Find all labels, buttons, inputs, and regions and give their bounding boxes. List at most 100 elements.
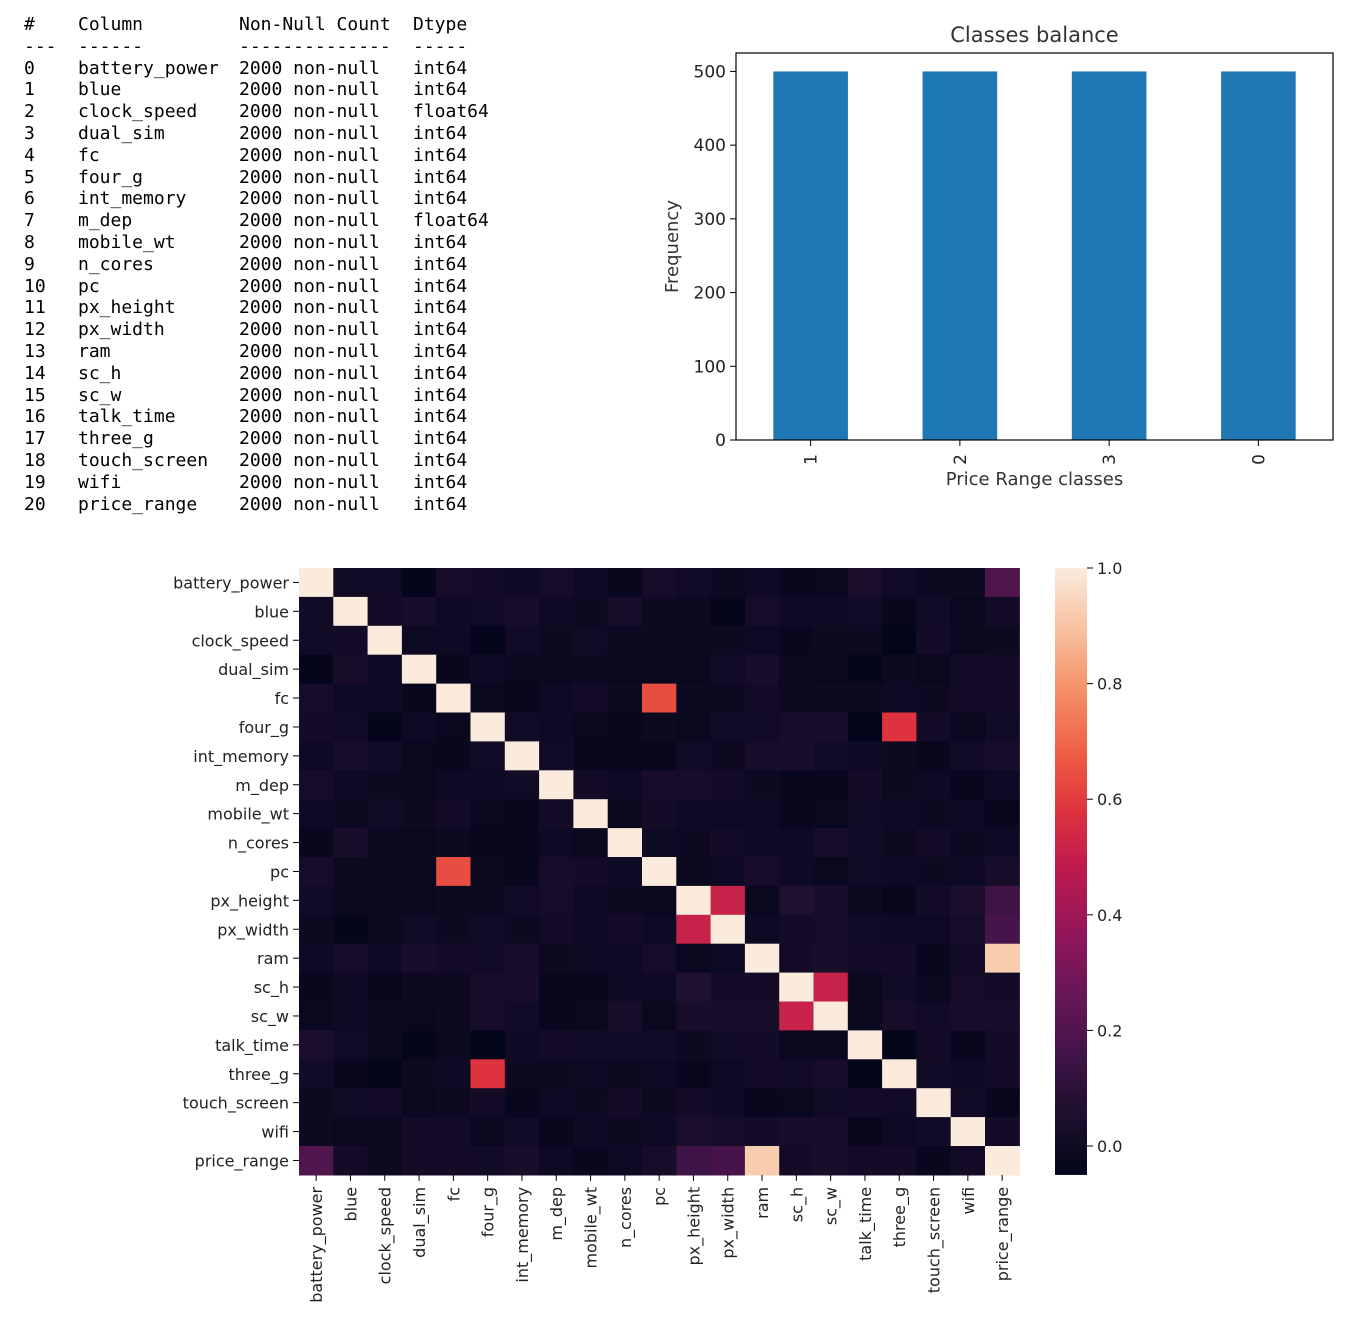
heatmap-cell: [744, 654, 780, 685]
correlation-heatmap: battery_powerbattery_powerblueblueclock_…: [173, 559, 1122, 1303]
heatmap-cell: [299, 1117, 334, 1147]
heatmap-cell: [779, 1030, 815, 1060]
heatmap-cell: [607, 828, 643, 858]
heatmap-cell: [470, 799, 506, 829]
y-tick-label: 0: [715, 431, 726, 451]
cell-idx: 12: [24, 319, 46, 341]
heatmap-cell: [504, 625, 540, 656]
heatmap-cell: [401, 1146, 437, 1176]
heatmap-cell: [401, 712, 437, 742]
heatmap-cell: [333, 1059, 369, 1089]
heatmap-cell: [950, 885, 986, 916]
heatmap-cell: [470, 914, 506, 945]
heatmap-cell: [985, 1030, 1020, 1060]
heatmap-cell: [470, 943, 506, 974]
heatmap-cell: [504, 1059, 540, 1089]
heatmap-cell: [470, 1088, 506, 1118]
heatmap-cell: [504, 943, 540, 974]
heatmap-cell: [470, 1030, 506, 1060]
heatmap-cell: [333, 914, 369, 945]
heatmap-cell: [299, 770, 334, 800]
y-tick-label: 300: [694, 210, 726, 230]
heatmap-cell: [710, 914, 746, 945]
cell-column: ------: [78, 35, 144, 57]
y-tick-label: 100: [694, 357, 726, 377]
heatmap-cell: [847, 625, 883, 656]
heatmap-cell: [779, 712, 815, 742]
heatmap-cell: [436, 828, 472, 858]
plot-frame: [735, 52, 1334, 441]
heatmap-cell: [333, 1030, 369, 1060]
heatmap-cell: [744, 1001, 780, 1031]
heatmap-cell: [916, 1146, 952, 1176]
cell-idx: 10: [24, 275, 46, 297]
heatmap-cell: [710, 741, 746, 771]
heatmap-cell: [470, 885, 506, 916]
heatmap-cell: [676, 1001, 712, 1031]
heatmap-cell: [607, 1001, 643, 1031]
heatmap-cell: [539, 1059, 574, 1089]
heatmap-cell: [744, 1117, 780, 1147]
heatmap-cell: [299, 799, 334, 829]
heatmap-cell: [539, 568, 574, 598]
heatmap-cell: [299, 568, 334, 598]
x-tick-label: 1: [802, 454, 822, 465]
heatmap-cell: [985, 857, 1020, 887]
heatmap-cell: [539, 857, 574, 887]
heatmap-cell: [573, 1117, 609, 1147]
cell-column: price_range: [78, 493, 198, 515]
cell-idx: 9: [24, 253, 35, 275]
cell-non-null: 2000 non-null: [239, 428, 380, 450]
heatmap-cell: [539, 683, 574, 714]
y-tick-label: ram: [257, 949, 289, 968]
heatmap-cell: [985, 914, 1020, 945]
heatmap-cell: [882, 1088, 917, 1118]
heatmap-cell: [539, 596, 574, 627]
heatmap-cell: [470, 596, 506, 627]
heatmap-cell: [847, 770, 883, 800]
heatmap-cell: [573, 799, 609, 829]
heatmap-cell: [299, 943, 334, 974]
heatmap-cell: [401, 770, 437, 800]
heatmap-cell: [916, 1117, 952, 1147]
classes-balance-bar-chart: Classes balance 0 100 200 300 400 500 1 2 3 0 Price…: [662, 23, 1334, 490]
heatmap-cell: [299, 1059, 334, 1089]
heatmap-cell: [573, 1088, 609, 1118]
cell-non-null: 2000 non-null: [239, 362, 380, 384]
heatmap-cell: [916, 568, 952, 598]
heatmap-cell: [779, 1059, 815, 1089]
heatmap-cell: [401, 568, 437, 598]
cell-column: ram: [78, 340, 111, 362]
heatmap-cell: [470, 1117, 506, 1147]
heatmap-cell: [985, 741, 1020, 771]
heatmap-cell: [504, 683, 540, 714]
cell-dtype: int64: [413, 340, 468, 362]
heatmap-cell: [642, 914, 677, 945]
heatmap-cell: [779, 1146, 815, 1176]
heatmap-cell: [470, 625, 506, 656]
colorbar-tick-label: 0.2: [1097, 1021, 1122, 1040]
heatmap-cell: [333, 683, 369, 714]
heatmap-cell: [676, 741, 712, 771]
heatmap-cell: [950, 654, 986, 685]
x-tick-label: 0: [1249, 454, 1269, 465]
cell-idx: 2: [24, 101, 35, 123]
heatmap-cell: [642, 885, 677, 916]
y-tick-label: sc_h: [254, 978, 289, 998]
heatmap-cell: [813, 683, 849, 714]
heatmap-cell: [710, 568, 746, 598]
cell-idx: 13: [24, 340, 46, 362]
heatmap-cell: [676, 1030, 712, 1060]
heatmap-cell: [539, 1001, 574, 1031]
y-tick-label: sc_w: [251, 1007, 289, 1027]
y-tick-label: four_g: [239, 718, 289, 738]
x-tick-label: clock_speed: [376, 1187, 396, 1284]
y-tick-label: dual_sim: [218, 660, 289, 680]
heatmap-cell: [539, 943, 574, 974]
heatmap-cell: [985, 885, 1020, 916]
heatmap-cell: [504, 770, 540, 800]
heatmap-cell: [299, 972, 334, 1003]
heatmap-cell: [916, 596, 952, 627]
heatmap-cell: [950, 1088, 986, 1118]
table-row: 16 talk_time 2000 non-null int64: [24, 406, 624, 428]
